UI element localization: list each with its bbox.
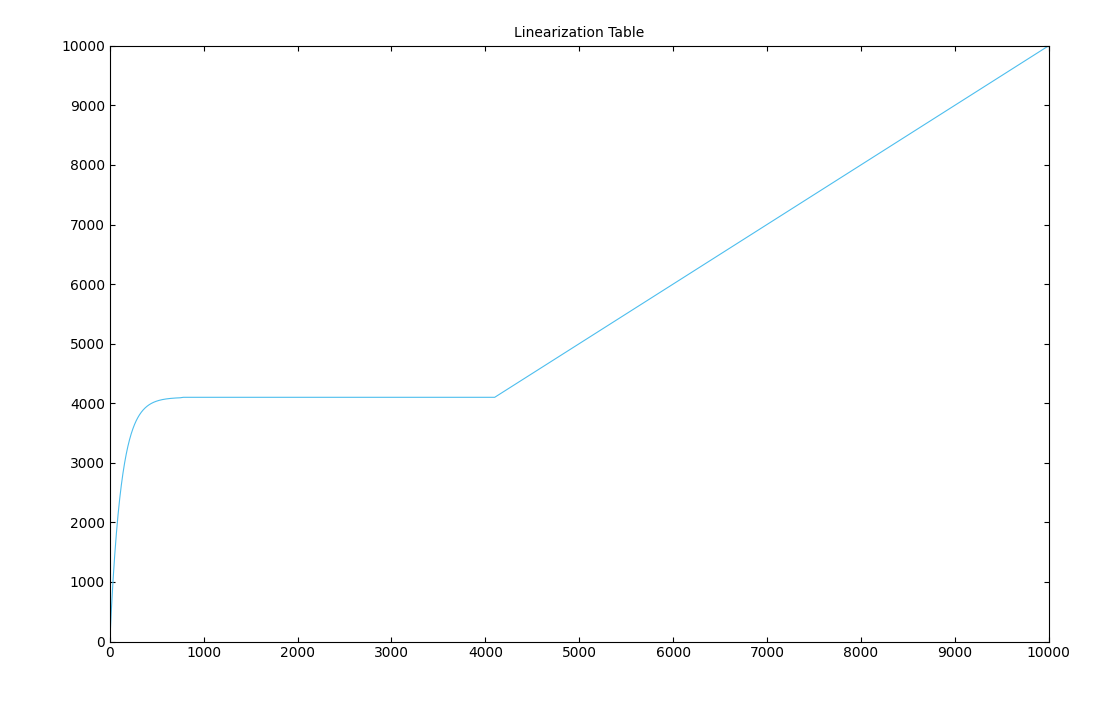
Title: Linearization Table: Linearization Table [514, 27, 645, 40]
